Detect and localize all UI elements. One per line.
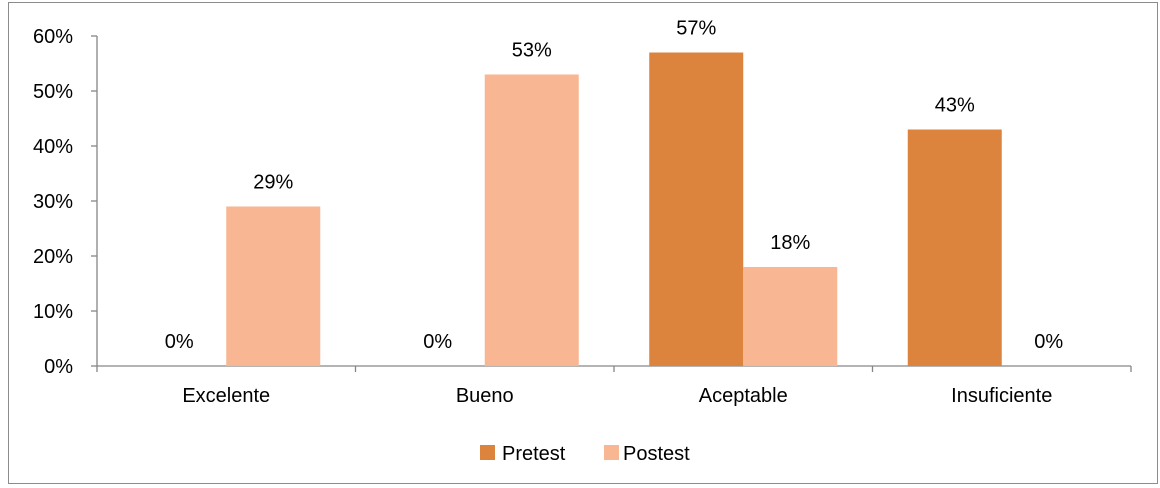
data-label-postest-excelente: 29% [253,172,293,194]
category-label: Excelente [182,385,270,407]
category-labels: Excelente Bueno Aceptable Insuficiente [182,385,1052,407]
legend-swatch-postest [604,445,619,460]
data-label-pretest-bueno: 0% [423,331,452,353]
y-tick-label: 0% [44,356,73,378]
bar-postest-aceptable [743,267,838,366]
y-ticks: 0% 10% 20% 30% 40% 50% 60% [33,26,1132,378]
legend-label-postest: Postest [623,443,690,465]
bar-postest-bueno [484,74,579,366]
data-label-pretest-aceptable: 57% [676,18,716,40]
bar-pretest-insuficiente [907,129,1002,366]
y-tick-label: 30% [33,191,73,213]
bars [226,52,1002,366]
y-tick-label: 20% [33,246,73,268]
legend-swatch-pretest [480,445,495,460]
category-label: Insuficiente [951,385,1052,407]
y-tick-label: 60% [33,26,73,48]
legend: Pretest Postest [480,443,690,465]
y-tick-label: 40% [33,136,73,158]
bar-pretest-aceptable [649,52,744,366]
category-label: Bueno [456,385,514,407]
data-label-pretest-insuficiente: 43% [935,95,975,117]
y-tick-label: 10% [33,301,73,323]
legend-label-pretest: Pretest [502,443,566,465]
data-label-postest-aceptable: 18% [770,232,810,254]
data-label-postest-insuficiente: 0% [1034,331,1063,353]
category-label: Aceptable [699,385,788,407]
bar-postest-excelente [226,206,321,366]
y-tick-label: 50% [33,81,73,103]
data-label-postest-bueno: 53% [512,40,552,62]
data-label-pretest-excelente: 0% [165,331,194,353]
data-labels: 0% 0% 57% 43% 29% 53% 18% 0% [165,18,1064,354]
